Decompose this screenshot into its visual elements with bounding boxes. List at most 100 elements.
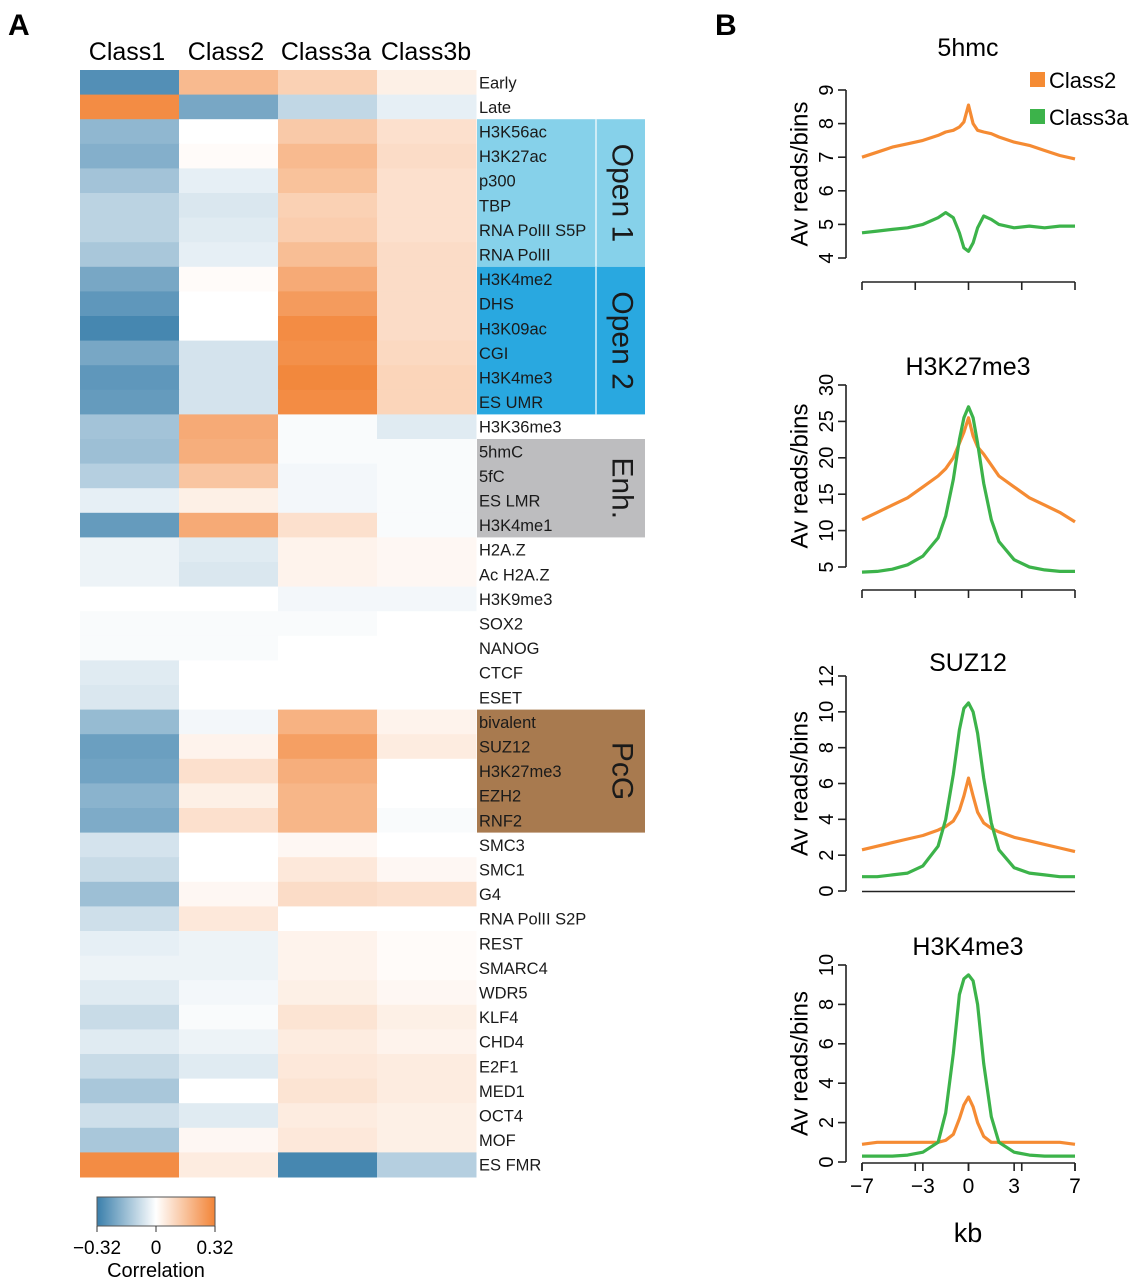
heatmap-cell xyxy=(377,955,477,981)
heatmap-cell xyxy=(278,783,378,809)
heatmap-cell xyxy=(377,1127,477,1153)
heatmap-cell xyxy=(377,1029,477,1055)
heatmap-cell xyxy=(278,685,378,711)
heatmap-cell xyxy=(179,1103,279,1129)
heatmap-cell xyxy=(179,463,279,489)
y-tick-label: 10 xyxy=(816,954,838,976)
y-tick-label: 6 xyxy=(816,1038,838,1049)
y-tick-label: 20 xyxy=(816,447,838,469)
heatmap-cell xyxy=(278,635,378,661)
column-header-class2: Class2 xyxy=(188,38,264,66)
x-tick-label: −3 xyxy=(911,1175,935,1198)
plot-title: H3K4me3 xyxy=(912,933,1023,961)
group-label-3: PcG xyxy=(606,742,639,800)
heatmap-cell xyxy=(377,734,477,760)
heatmap-cell xyxy=(80,758,180,784)
heatmap-cell xyxy=(278,1078,378,1104)
heatmap-cell xyxy=(80,1078,180,1104)
heatmap-cell xyxy=(80,537,180,563)
heatmap-cell xyxy=(377,1103,477,1129)
series-line-class3a xyxy=(861,211,1075,253)
heatmap-cell xyxy=(377,168,477,194)
heatmap-cell xyxy=(377,906,477,932)
heatmap-cell xyxy=(179,365,279,391)
row-label: CTCF xyxy=(479,665,523,683)
heatmap-cell xyxy=(377,758,477,784)
x-axis-label: kb xyxy=(954,1218,983,1248)
row-label: CHD4 xyxy=(479,1034,524,1052)
heatmap-cell xyxy=(377,685,477,711)
group-label-0: Open 1 xyxy=(606,144,639,242)
heatmap-cell xyxy=(377,365,477,391)
heatmap-cell xyxy=(377,439,477,465)
heatmap-cell xyxy=(278,168,378,194)
heatmap-cell xyxy=(377,291,477,317)
group-label-2: Enh. xyxy=(606,457,639,519)
y-tick-label: 2 xyxy=(816,1117,838,1128)
heatmap-cell xyxy=(278,955,378,981)
heatmap-cell xyxy=(179,931,279,957)
heatmap-cell xyxy=(80,242,180,268)
row-label: SMC3 xyxy=(479,837,525,855)
row-label: CGI xyxy=(479,345,508,363)
heatmap-cell xyxy=(179,635,279,661)
heatmap-cell xyxy=(377,316,477,342)
heatmap-cell xyxy=(80,685,180,711)
heatmap-cell xyxy=(179,660,279,686)
heatmap-cell xyxy=(278,94,378,120)
colorbar xyxy=(96,1196,216,1227)
heatmap-cell xyxy=(377,832,477,858)
row-label: H3K27me3 xyxy=(479,763,562,781)
panel-a-label: A xyxy=(8,9,30,42)
heatmap-cell xyxy=(179,906,279,932)
series-line-class2 xyxy=(861,1095,1076,1146)
heatmap-cell xyxy=(278,980,378,1006)
row-label: EZH2 xyxy=(479,788,521,806)
heatmap-cell xyxy=(278,931,378,957)
heatmap-cell xyxy=(80,783,180,809)
row-label: bivalent xyxy=(479,714,536,732)
y-tick-label: 0 xyxy=(816,885,838,896)
heatmap-cell xyxy=(179,857,279,883)
heatmap-cell xyxy=(179,389,279,415)
row-label: TBP xyxy=(479,197,511,215)
heatmap-cell xyxy=(278,291,378,317)
heatmap-cell xyxy=(179,1054,279,1080)
heatmap-cell xyxy=(80,266,180,292)
y-tick-label: 5 xyxy=(816,219,838,230)
heatmap-cell xyxy=(179,980,279,1006)
heatmap-cell xyxy=(80,1152,180,1178)
heatmap-cell xyxy=(278,143,378,169)
heatmap-cell xyxy=(278,414,378,440)
heatmap-cell xyxy=(377,1004,477,1030)
row-label: ES UMR xyxy=(479,394,543,412)
heatmap-cell xyxy=(377,857,477,883)
row-label: ES LMR xyxy=(479,493,541,511)
heatmap-cell xyxy=(377,340,477,366)
heatmap-cell xyxy=(80,881,180,907)
series-line-class3a xyxy=(862,701,1075,879)
heatmap-cell xyxy=(278,242,378,268)
heatmap-cell xyxy=(179,709,279,735)
heatmap-cell xyxy=(179,1029,279,1055)
heatmap-cell xyxy=(80,168,180,194)
y-tick-label: 15 xyxy=(816,483,838,505)
series-line-class2 xyxy=(861,776,1076,854)
y-axis-label: Av reads/bins xyxy=(787,102,814,247)
heatmap-cell xyxy=(377,931,477,957)
heatmap-cell xyxy=(179,586,279,612)
heatmap-cell xyxy=(278,611,378,637)
heatmap-cell xyxy=(278,857,378,883)
row-label: H3K4me3 xyxy=(479,370,552,388)
y-tick-label: 2 xyxy=(816,850,838,861)
heatmap-cell xyxy=(179,1004,279,1030)
heatmap-cell xyxy=(278,660,378,686)
heatmap-cell xyxy=(179,955,279,981)
heatmap-cell xyxy=(179,734,279,760)
heatmap-cell xyxy=(278,70,378,96)
heatmap-cell xyxy=(80,709,180,735)
heatmap-cell xyxy=(377,1152,477,1178)
x-tick-label: 3 xyxy=(1008,1175,1020,1198)
row-label: ES FMR xyxy=(479,1157,541,1175)
